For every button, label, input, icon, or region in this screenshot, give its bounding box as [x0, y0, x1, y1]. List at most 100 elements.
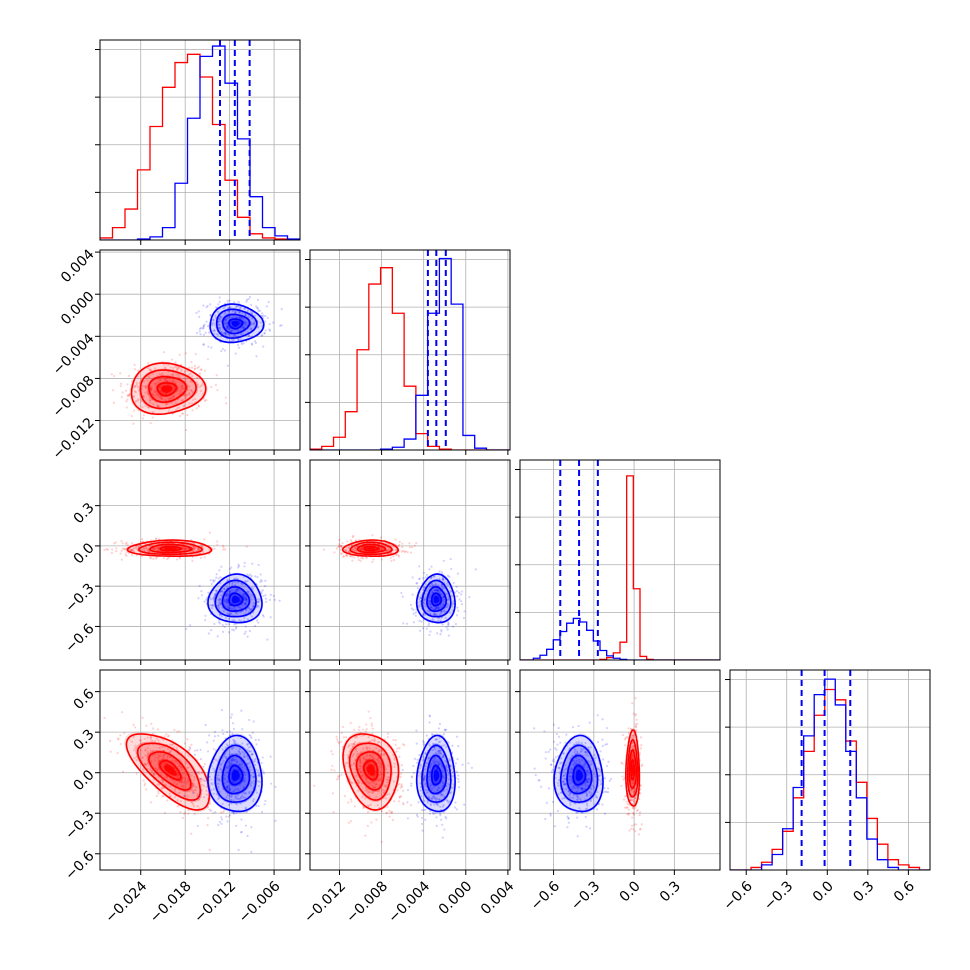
scatter-point — [120, 711, 124, 714]
scatter-point — [254, 341, 258, 344]
scatter-point — [338, 544, 341, 547]
scatter-point — [171, 380, 174, 383]
scatter-point — [186, 393, 190, 396]
scatter-point — [352, 547, 355, 550]
scatter-point — [351, 548, 354, 551]
scatter-point — [196, 549, 200, 552]
scatter-point — [433, 575, 436, 578]
scatter-point — [149, 369, 153, 372]
scatter-point — [232, 334, 235, 337]
scatter-point — [260, 590, 263, 593]
scatter-point — [184, 547, 187, 550]
scatter-point — [460, 590, 464, 593]
scatter-point — [162, 753, 165, 757]
scatter-point — [234, 310, 237, 313]
scatter-point — [460, 603, 463, 606]
scatter-point — [412, 771, 415, 774]
scatter-point — [239, 591, 242, 594]
scatter-point — [428, 721, 431, 724]
scatter-point — [226, 744, 230, 747]
scatter-point — [264, 329, 267, 332]
scatter-point — [149, 401, 152, 404]
scatter-point — [174, 760, 177, 763]
marginal-panel-3 — [520, 460, 720, 660]
scatter-point — [235, 824, 238, 827]
scatter-point — [248, 792, 251, 795]
scatter-point — [217, 734, 220, 737]
scatter-point — [248, 766, 251, 769]
scatter-point — [250, 594, 254, 597]
scatter-point — [445, 592, 449, 595]
scatter-point — [172, 379, 175, 382]
scatter-point — [217, 320, 220, 323]
scatter-point — [192, 805, 196, 808]
scatter-point — [335, 547, 338, 550]
scatter-point — [457, 774, 460, 777]
scatter-point — [176, 799, 179, 802]
scatter-point — [430, 576, 433, 579]
scatter-point — [219, 582, 222, 585]
scatter-point — [196, 366, 199, 370]
scatter-point — [420, 816, 424, 820]
scatter-point — [151, 416, 154, 419]
scatter-point — [333, 769, 336, 772]
scatter-point — [126, 395, 129, 398]
scatter-point — [345, 554, 348, 557]
blue-density-core — [231, 595, 240, 604]
scatter-point — [245, 313, 248, 316]
scatter-point — [229, 789, 232, 792]
scatter-point — [185, 428, 188, 432]
scatter-point — [227, 623, 230, 626]
scatter-point — [198, 372, 202, 375]
scatter-point — [214, 593, 217, 596]
scatter-point — [206, 325, 210, 328]
scatter-point — [433, 613, 437, 616]
scatter-point — [166, 402, 169, 405]
scatter-point — [361, 546, 364, 549]
scatter-point — [224, 548, 227, 551]
scatter-point — [196, 383, 200, 386]
scatter-point — [367, 710, 370, 713]
scatter-point — [198, 584, 201, 588]
scatter-point — [234, 316, 237, 319]
scatter-point — [159, 394, 162, 398]
scatter-point — [225, 594, 228, 597]
scatter-point — [211, 603, 214, 607]
scatter-point — [241, 316, 244, 320]
scatter-point — [455, 770, 459, 773]
scatter-point — [187, 754, 190, 757]
scatter-point — [400, 550, 403, 553]
blue-histogram — [520, 617, 720, 660]
blue-contour — [431, 592, 443, 607]
scatter-point — [248, 768, 251, 772]
scatter-point — [357, 558, 360, 562]
scatter-point — [215, 776, 219, 780]
scatter-point — [160, 779, 163, 782]
scatter-point — [234, 311, 237, 314]
scatter-point — [212, 604, 215, 607]
scatter-point — [348, 551, 351, 554]
scatter-point — [454, 801, 457, 804]
scatter-point — [439, 619, 442, 622]
scatter-point — [251, 317, 254, 320]
scatter-point — [220, 331, 223, 334]
scatter-point — [168, 751, 172, 754]
scatter-point — [246, 591, 249, 594]
scatter-point — [200, 368, 203, 371]
scatter-point — [357, 555, 360, 558]
scatter-point — [121, 542, 124, 545]
scatter-point — [148, 399, 152, 402]
scatter-point — [133, 746, 137, 749]
scatter-point — [167, 397, 171, 401]
scatter-point — [164, 403, 168, 406]
scatter-point — [157, 396, 160, 399]
scatter-point — [233, 334, 237, 337]
scatter-point — [352, 549, 355, 552]
scatter-point — [232, 629, 236, 632]
scatter-point — [228, 814, 232, 817]
scatter-point — [201, 383, 204, 386]
scatter-point — [162, 779, 165, 783]
scatter-point — [153, 772, 156, 775]
scatter-point — [242, 594, 245, 598]
scatter-point — [474, 568, 477, 571]
